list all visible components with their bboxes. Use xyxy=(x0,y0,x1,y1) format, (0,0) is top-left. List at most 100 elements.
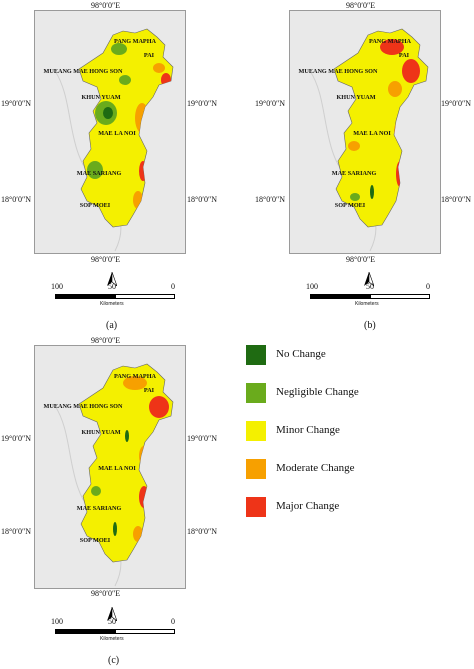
place-label: MAE SARIANG xyxy=(332,170,377,177)
scale-label-left: 100 xyxy=(51,617,63,626)
panel-caption: (b) xyxy=(364,320,376,331)
lon-label-top: 98°0′0″E xyxy=(91,336,121,345)
panel-caption: (c) xyxy=(108,655,120,666)
change-patch xyxy=(103,107,113,119)
lat-label-lower-left: 18°0′0″N xyxy=(255,195,286,204)
place-label: PANG MAPHA xyxy=(114,373,157,380)
change-patch xyxy=(139,161,147,181)
scale-label-mid: 50 xyxy=(366,282,374,291)
lat-label-upper-right: 19°0′0″N xyxy=(187,99,218,108)
place-label: PANG MAPHA xyxy=(114,38,157,45)
lat-label-lower-right: 18°0′0″N xyxy=(187,527,218,536)
map-frame: PANG MAPHA PAI MUEANG MAE HONG SON KHUN YUA… xyxy=(34,10,186,254)
district-map: PANG MAPHA PAI MUEANG MAE HONG SON KHUN YUA… xyxy=(299,28,429,252)
change-patch xyxy=(87,161,103,179)
legend-swatch xyxy=(246,345,266,365)
lat-label-lower-right: 18°0′0″N xyxy=(441,195,472,204)
lon-label-top: 98°0′0″E xyxy=(346,1,376,10)
place-label: MUEANG MAE HONG SON xyxy=(299,68,378,75)
legend-item-moderate-change: Moderate Change xyxy=(246,459,466,479)
scale-unit: Kilometers xyxy=(100,636,124,642)
legend-item-negligible-change: Negligible Change xyxy=(246,383,466,403)
lon-label-top: 98°0′0″E xyxy=(91,1,121,10)
change-patch xyxy=(348,141,360,151)
district-map: PANG MAPHA PAI MUEANG MAE HONG SON KHUN YUA… xyxy=(44,363,174,587)
place-label: MAE LA NOI xyxy=(98,130,136,137)
legend-item-minor-change: Minor Change xyxy=(246,421,466,441)
place-label: PANG MAPHA xyxy=(369,38,412,45)
change-patch xyxy=(380,39,404,55)
change-patch xyxy=(91,486,101,496)
north-arrow-icon xyxy=(364,271,375,291)
legend-swatch xyxy=(246,459,266,479)
panel-caption: (a) xyxy=(106,320,118,331)
lat-label-upper-right: 19°0′0″N xyxy=(441,99,472,108)
place-label: MUEANG MAE HONG SON xyxy=(44,403,123,410)
place-label: MUEANG MAE HONG SON xyxy=(44,68,123,75)
province-outline xyxy=(333,28,429,228)
place-label: PAI xyxy=(144,387,155,394)
place-label: MAE SARIANG xyxy=(77,505,122,512)
place-label: KHUN YUAM xyxy=(336,94,375,101)
lat-label-lower-right: 18°0′0″N xyxy=(187,195,218,204)
lat-label-upper-left: 19°0′0″N xyxy=(1,434,32,443)
lat-label-lower-left: 18°0′0″N xyxy=(1,527,32,536)
north-arrow-icon xyxy=(107,271,118,291)
lon-label-bottom: 98°0′0″E xyxy=(91,589,121,598)
place-label: SOP MOEI xyxy=(335,202,366,209)
legend-label: Minor Change xyxy=(276,424,340,436)
legend-item-major-change: Major Change xyxy=(246,497,466,517)
scale-label-left: 100 xyxy=(306,282,318,291)
scale-unit: Kilometers xyxy=(355,301,379,307)
legend-swatch xyxy=(246,497,266,517)
scale-label-right: 0 xyxy=(171,282,175,291)
change-patch xyxy=(149,396,169,418)
scale-label-left: 100 xyxy=(51,282,63,291)
north-arrow-icon xyxy=(107,606,118,626)
scale-label-mid: 50 xyxy=(108,617,116,626)
lon-label-bottom: 98°0′0″E xyxy=(91,255,121,264)
change-patch xyxy=(123,376,147,390)
legend-swatch xyxy=(246,421,266,441)
lon-label-bottom: 98°0′0″E xyxy=(346,255,376,264)
change-patch xyxy=(388,81,402,97)
map-panel-a: 98°0′0″E PANG MAPHA PAI MUEANG MAE HONG SO… xyxy=(0,0,230,335)
change-patch xyxy=(161,73,171,87)
map-frame: PANG MAPHA PAI MUEANG MAE HONG SON KHUN YUA… xyxy=(34,345,186,589)
scale-unit: Kilometers xyxy=(100,301,124,307)
place-label: SOP MOEI xyxy=(80,537,111,544)
scale-label-right: 0 xyxy=(171,617,175,626)
place-label: MAE LA NOI xyxy=(353,130,391,137)
district-map: PANG MAPHA PAI MUEANG MAE HONG SON KHUN YUA… xyxy=(44,28,174,252)
place-label: PAI xyxy=(144,52,155,59)
place-label: PAI xyxy=(399,52,410,59)
place-label: KHUN YUAM xyxy=(81,429,120,436)
province-outline xyxy=(78,363,174,563)
change-patch xyxy=(370,185,374,199)
change-patch xyxy=(394,121,404,141)
lat-label-upper-right: 19°0′0″N xyxy=(187,434,218,443)
place-label: KHUN YUAM xyxy=(81,94,120,101)
map-panel-b: 98°0′0″E PANG MAPHA PAI MUEANG MAE HONG SO… xyxy=(254,0,474,335)
legend-swatch xyxy=(246,383,266,403)
change-patch xyxy=(350,193,360,201)
scale-label-right: 0 xyxy=(426,282,430,291)
change-patch xyxy=(125,430,129,442)
legend-label: No Change xyxy=(276,348,326,360)
change-patch xyxy=(139,446,149,466)
change-patch xyxy=(139,486,149,508)
lat-label-lower-left: 18°0′0″N xyxy=(1,195,32,204)
lat-label-upper-left: 19°0′0″N xyxy=(1,99,32,108)
legend-label: Negligible Change xyxy=(276,386,359,398)
place-label: SOP MOEI xyxy=(80,202,111,209)
change-patch xyxy=(402,59,420,83)
place-label: MAE LA NOI xyxy=(98,465,136,472)
change-patch xyxy=(111,43,127,55)
place-label: MAE SARIANG xyxy=(77,170,122,177)
legend-label: Major Change xyxy=(276,500,340,512)
legend-label: Moderate Change xyxy=(276,462,355,474)
province-outline xyxy=(78,28,174,228)
change-patch xyxy=(153,63,165,73)
change-patch xyxy=(113,522,117,536)
change-patch xyxy=(119,75,131,85)
